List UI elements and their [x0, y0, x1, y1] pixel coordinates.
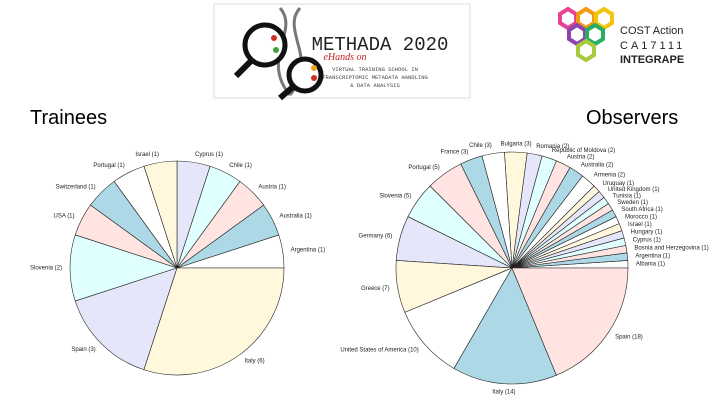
pie-slice	[74, 267, 178, 371]
slice-label: Cyprus (1)	[195, 152, 223, 158]
slice-label: Slovenia (5)	[379, 193, 411, 199]
slice-label: Spain (18)	[615, 334, 643, 340]
magnifier	[242, 22, 288, 68]
magnifier-handle	[278, 83, 296, 101]
slice-label: Italy (6)	[245, 359, 265, 365]
slice-label: Greece (7)	[361, 286, 390, 292]
slice-label: Chile (3)	[469, 143, 492, 149]
slice-label: Slovenia (2)	[30, 266, 62, 272]
chart-title: Trainees	[30, 107, 107, 129]
slice-label: Albania (1)	[636, 262, 665, 268]
slice-label: Sweden (1)	[617, 200, 648, 206]
slice-label: Uruguay (1)	[603, 181, 635, 187]
chart-title: Observers	[586, 107, 678, 129]
cost-text: CA17111	[620, 40, 685, 52]
slice-label: Tunisia (1)	[613, 193, 641, 199]
logo-subtitle: eHands on	[323, 52, 366, 63]
slice-label: Republic of Moldova (2)	[552, 148, 615, 154]
slice-label: Cyprus (1)	[633, 237, 661, 243]
pie-slice	[404, 267, 513, 369]
slice-label: Germany (6)	[359, 233, 393, 239]
slice-label: Chile (1)	[229, 163, 252, 169]
hexagon	[594, 6, 614, 31]
slice-label: Austria (1)	[258, 184, 286, 190]
slice-label: Hungary (1)	[631, 230, 663, 236]
slice-label: Austria (2)	[567, 154, 595, 160]
slice-label: United States of America (10)	[340, 347, 418, 353]
dot	[311, 65, 317, 71]
cost-text: COST Action	[620, 25, 683, 37]
dot	[311, 75, 317, 81]
slice-label: Morocco (1)	[625, 214, 657, 220]
slice-label: USA (1)	[54, 213, 75, 219]
logo-text: & DATA ANALYSIS	[350, 82, 400, 89]
methada-logo: METHADA 2020 eHands on VIRTUAL TRAINING …	[213, 3, 471, 101]
slice-label: Bosnia and Herzegovina (1)	[634, 245, 708, 251]
slice-label: Bulgaria (3)	[501, 142, 532, 148]
hexagon	[585, 22, 605, 47]
logo-title: METHADA 2020	[312, 34, 449, 56]
slice-label: Australia (2)	[581, 162, 613, 168]
dot	[271, 35, 277, 41]
slice-label: Israel (1)	[135, 152, 159, 158]
logo-text: VIRTUAL TRAINING SCHOOL IN	[332, 66, 418, 73]
slice-label: Portugal (5)	[408, 165, 439, 171]
cost-text: INTEGRAPE	[620, 54, 684, 66]
slice-label: France (3)	[441, 150, 469, 156]
slice-label: Spain (3)	[71, 347, 95, 353]
slice-label: Argentina (1)	[291, 248, 326, 254]
hexagon	[576, 38, 596, 63]
cost-logo: COST Action CA17111 INTEGRAPE	[558, 6, 685, 66]
pie-slice	[511, 267, 629, 376]
slice-label: Armenia (2)	[594, 172, 625, 178]
magnifier-handle	[233, 57, 255, 79]
slice-label: Italy (14)	[492, 389, 515, 395]
slice-label: Argentina (1)	[635, 253, 670, 259]
slice-label: Israel (1)	[628, 222, 652, 228]
dot	[273, 47, 279, 53]
pie-slice	[453, 267, 557, 385]
slice-label: South Africa (1)	[621, 207, 662, 213]
slice-label: United Kingdom (1)	[608, 187, 660, 193]
pie-slice	[143, 267, 285, 376]
logo-text: TRANSCRIPTOMIC METADATA HANDLING	[322, 74, 428, 81]
slice-label: Australia (1)	[279, 213, 311, 219]
slice-label: Portugal (1)	[93, 163, 124, 169]
slice-label: Switzerland (1)	[56, 184, 96, 190]
slice-label: Romania (2)	[536, 144, 569, 150]
